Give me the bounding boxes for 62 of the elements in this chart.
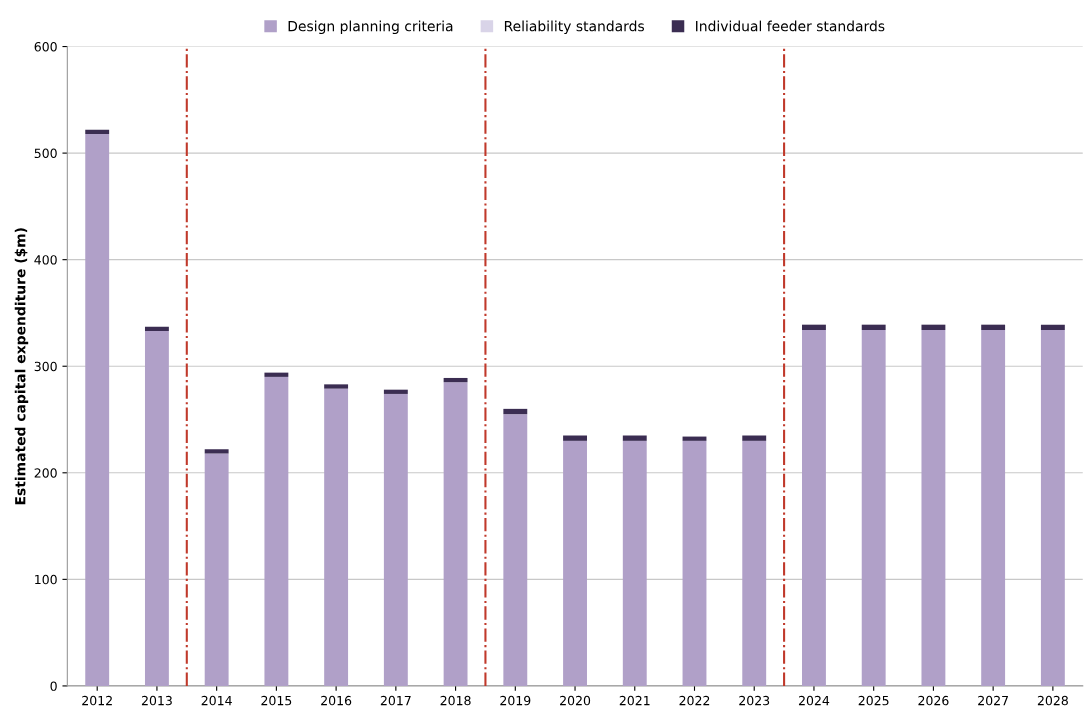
x-tick-label: 2018 xyxy=(440,695,471,706)
x-tick-label: 2016 xyxy=(321,695,352,706)
bar xyxy=(742,440,767,686)
x-tick-label: 2022 xyxy=(679,695,710,706)
bar xyxy=(264,372,289,377)
bar xyxy=(383,389,408,394)
y-tick-label: 600 xyxy=(34,42,57,52)
bar xyxy=(443,382,468,686)
y-tick-label: 300 xyxy=(34,361,57,372)
bar xyxy=(85,129,110,134)
x-tick-label: 2020 xyxy=(560,695,591,706)
x-tick-label: 2013 xyxy=(141,695,172,706)
bar xyxy=(861,330,886,686)
y-tick-label: 0 xyxy=(50,681,57,691)
bar xyxy=(503,414,528,686)
x-tick-label: 2026 xyxy=(918,695,949,706)
bar xyxy=(802,330,826,686)
bar xyxy=(1040,330,1065,686)
bar xyxy=(144,331,169,686)
bar xyxy=(861,324,886,330)
x-tick-label: 2023 xyxy=(739,695,770,706)
bar xyxy=(264,376,289,686)
bar xyxy=(622,440,647,686)
bar xyxy=(1040,324,1065,330)
bar xyxy=(85,133,110,686)
legend-label: Design planning criteria xyxy=(288,20,453,35)
x-tick-label: 2021 xyxy=(619,695,650,706)
bar xyxy=(563,435,587,441)
x-tick-label: 2028 xyxy=(1037,695,1068,706)
x-tick-label: 2015 xyxy=(261,695,292,706)
x-tick-label: 2017 xyxy=(380,695,411,706)
x-tick-label: 2027 xyxy=(978,695,1008,706)
bar xyxy=(503,408,528,415)
bar xyxy=(981,324,1006,330)
x-tick-label: 2024 xyxy=(798,695,830,706)
y-axis-title: Estimated capital expenditure ($m) xyxy=(14,228,29,505)
bar xyxy=(563,440,587,686)
bar xyxy=(324,384,349,389)
bar xyxy=(682,436,707,441)
bar xyxy=(682,440,707,686)
y-tick-label: 500 xyxy=(34,148,57,159)
bar xyxy=(802,324,826,330)
bar xyxy=(383,393,408,686)
x-tick-label: 2019 xyxy=(500,695,531,706)
x-tick-label: 2025 xyxy=(858,695,889,706)
bar xyxy=(144,326,169,332)
bar xyxy=(204,453,229,686)
y-tick-label: 100 xyxy=(35,574,57,585)
y-tick-label: 400 xyxy=(34,255,57,265)
bar xyxy=(324,388,349,686)
y-tick-label: 200 xyxy=(34,468,57,478)
legend-label: Reliability standards xyxy=(504,20,645,35)
bar xyxy=(204,449,229,454)
legend-label: Individual feeder standards xyxy=(696,20,885,32)
bar xyxy=(921,324,946,330)
bar xyxy=(921,330,946,686)
x-tick-label: 2014 xyxy=(201,695,232,706)
bar xyxy=(742,435,767,441)
x-tick-label: 2012 xyxy=(82,695,112,706)
bar xyxy=(981,330,1006,686)
bar xyxy=(622,435,647,441)
bar xyxy=(443,377,468,383)
